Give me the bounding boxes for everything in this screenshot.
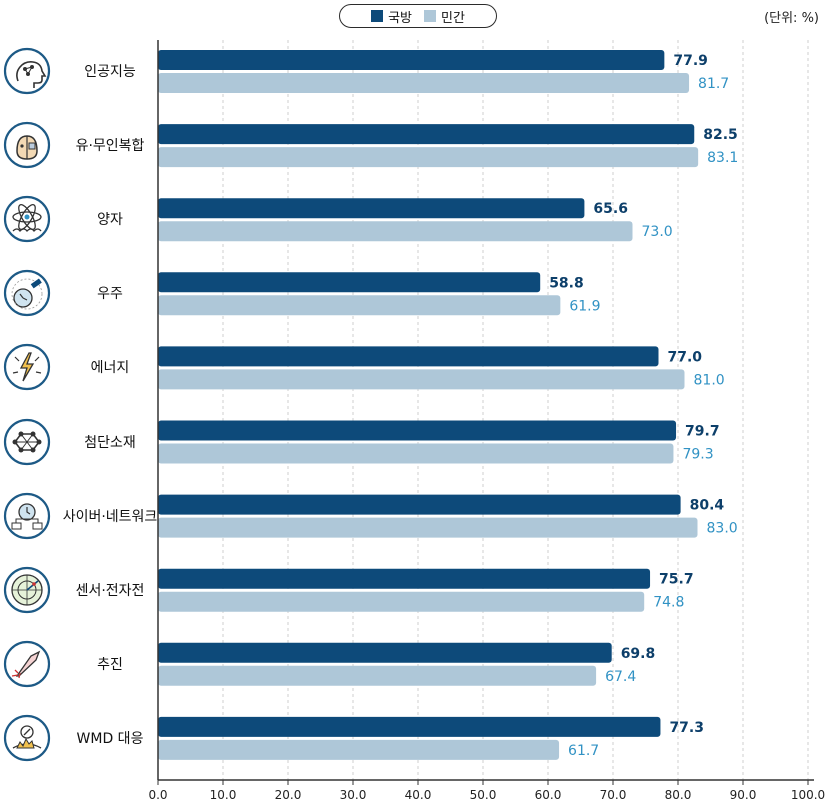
- x-tick-label: 0.0: [148, 788, 167, 799]
- category-label: 인공지능: [84, 64, 136, 80]
- category-label: 사이버·네트워크: [62, 508, 158, 525]
- bar-civilian: [158, 739, 560, 760]
- x-tick-label: 100.0: [791, 788, 825, 799]
- x-tick-label: 10.0: [210, 788, 237, 799]
- legend-label-defense: 국방: [388, 10, 412, 26]
- data-label-civilian: 61.9: [569, 298, 600, 314]
- data-label-defense: 69.8: [621, 646, 656, 662]
- bar-civilian: [158, 147, 699, 168]
- x-tick-label: 80.0: [665, 788, 692, 799]
- legend-swatch-civilian: [424, 10, 436, 22]
- bar-defense: [158, 716, 661, 737]
- satellite-icon: [3, 269, 51, 317]
- legend: 국방 민간: [339, 4, 497, 28]
- data-label-civilian: 83.1: [707, 150, 738, 166]
- data-label-defense: 80.4: [690, 498, 725, 514]
- data-label-defense: 82.5: [703, 127, 738, 143]
- legend-swatch-defense: [371, 10, 384, 22]
- bar-civilian: [158, 369, 685, 390]
- legend-label-civilian: 민간: [441, 10, 465, 26]
- data-label-civilian: 67.4: [605, 669, 636, 685]
- bar-civilian: [158, 295, 561, 316]
- x-tick-label: 50.0: [470, 788, 497, 799]
- bar-civilian: [158, 221, 633, 242]
- category-label: 추진: [97, 656, 123, 673]
- x-tick-label: 70.0: [600, 788, 627, 799]
- legend-item-defense: 국방: [371, 7, 412, 26]
- category-label: 우주: [97, 286, 123, 303]
- data-label-civilian: 81.0: [694, 372, 725, 388]
- data-label-defense: 77.3: [669, 720, 704, 736]
- bar-civilian: [158, 443, 674, 464]
- rocket-icon: [3, 640, 51, 688]
- bar-civilian: [158, 591, 645, 612]
- x-tick-label: 60.0: [535, 788, 562, 799]
- molecule-icon: [3, 418, 51, 466]
- data-label-defense: 75.7: [659, 572, 694, 588]
- legend-item-civilian: 민간: [424, 7, 465, 26]
- data-label-civilian: 74.8: [653, 595, 684, 611]
- bar-defense: [158, 420, 677, 441]
- bar-defense: [158, 568, 651, 589]
- x-tick-label: 20.0: [275, 788, 302, 799]
- category-label: 양자: [97, 212, 123, 229]
- bar-defense: [158, 198, 585, 219]
- category-label: 에너지: [90, 360, 130, 377]
- x-tick-label: 40.0: [405, 788, 432, 799]
- unit-label: (단위: %): [764, 11, 819, 26]
- bar-defense: [158, 272, 541, 293]
- bar-civilian: [158, 73, 690, 93]
- data-label-defense: 79.7: [685, 424, 720, 440]
- data-label-defense: 77.9: [673, 53, 708, 69]
- data-label-defense: 58.8: [549, 275, 584, 291]
- data-label-civilian: 83.0: [707, 521, 738, 537]
- data-label-defense: 65.6: [593, 201, 628, 217]
- radar-icon: [3, 566, 51, 614]
- x-tick-label: 30.0: [340, 788, 367, 799]
- bar-defense: [158, 124, 695, 145]
- bar-civilian: [158, 517, 698, 538]
- bar-defense: [158, 346, 659, 367]
- x-tick-label: 90.0: [730, 788, 757, 799]
- bar-civilian: [158, 665, 597, 686]
- data-label-civilian: 81.7: [698, 76, 729, 92]
- data-label-civilian: 61.7: [568, 743, 599, 759]
- bar-defense: [158, 642, 612, 663]
- robot-face-icon: [3, 121, 51, 169]
- category-label: 유·무인복합: [75, 138, 145, 155]
- bar-defense: [158, 50, 665, 70]
- data-label-civilian: 73.0: [642, 224, 673, 240]
- data-label-defense: 77.0: [668, 349, 703, 365]
- category-label: WMD 대응: [76, 730, 144, 747]
- category-label: 첨단소재: [84, 434, 136, 451]
- brain-head-icon: [3, 47, 51, 95]
- lightning-icon: [3, 343, 51, 391]
- network-clock-icon: [3, 492, 51, 540]
- data-label-civilian: 79.3: [682, 447, 713, 463]
- atom-icon: [3, 195, 51, 243]
- category-label: 센서·전자전: [75, 582, 145, 599]
- hazard-icon: [3, 714, 51, 762]
- bar-defense: [158, 494, 681, 515]
